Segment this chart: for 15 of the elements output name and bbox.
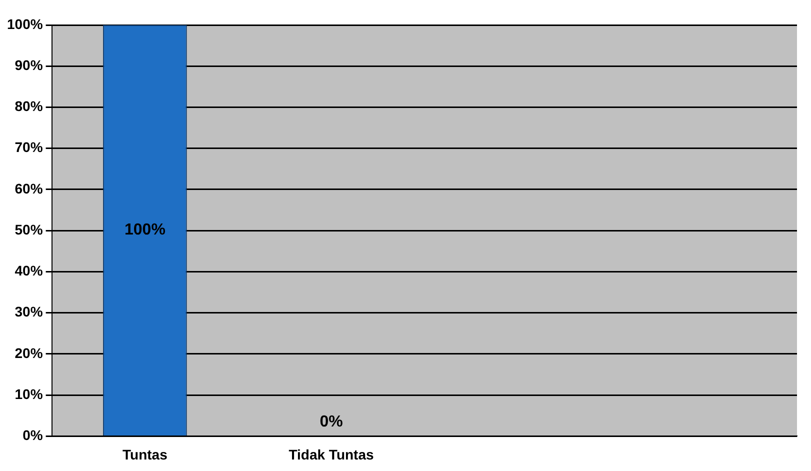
y-tick-label: 50%: [14, 221, 44, 238]
y-tick-label: 0%: [22, 427, 44, 444]
x-tick-label: Tidak Tuntas: [288, 446, 374, 462]
y-tick-label: 80%: [14, 98, 44, 114]
x-tick-label: Tuntas: [122, 446, 168, 462]
y-tick-label: 40%: [14, 262, 44, 279]
y-tick-label: 70%: [14, 139, 44, 156]
y-tick-label: 10%: [14, 386, 44, 402]
y-tick-label: 100%: [6, 16, 44, 32]
data-label: 100%: [124, 222, 166, 239]
y-tick-label: 60%: [14, 180, 44, 196]
y-tick-label: 90%: [14, 56, 44, 73]
y-tick-label: 20%: [14, 344, 44, 361]
data-label: 0%: [320, 414, 343, 431]
y-tick-label: 30%: [14, 304, 44, 320]
